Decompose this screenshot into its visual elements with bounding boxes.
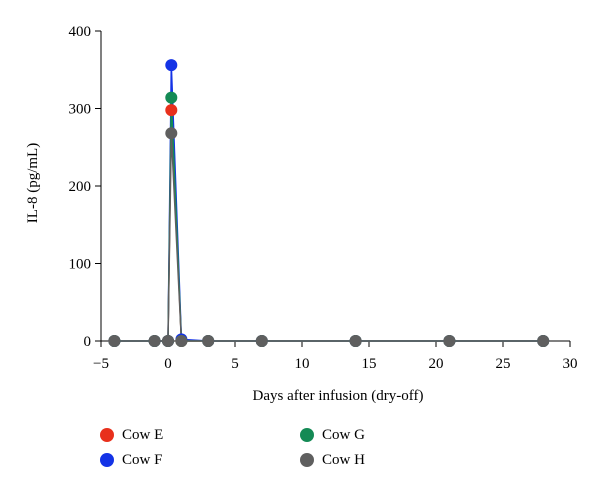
x-tick-label: 25 xyxy=(496,356,511,372)
y-axis-label: IL-8 (pg/mL) xyxy=(25,143,41,223)
x-tick-label: 15 xyxy=(362,356,377,372)
y-tick-label: 300 xyxy=(69,102,92,118)
series-group xyxy=(108,59,550,347)
x-tick-label: 0 xyxy=(164,356,172,372)
legend-label-cow-e: Cow E xyxy=(122,426,164,443)
data-point xyxy=(165,59,178,72)
series-line-cow-e xyxy=(114,110,544,342)
chart-legend: Cow E Cow F Cow G Cow H xyxy=(100,424,440,474)
series-line-cow-g xyxy=(114,97,544,342)
data-point xyxy=(108,335,121,347)
series-cow-h xyxy=(114,133,544,342)
legend-marker-cow-h xyxy=(300,453,314,467)
legend-item-cow-f: Cow F xyxy=(100,449,162,471)
series-line-cow-h xyxy=(114,133,544,342)
x-tick-label: 30 xyxy=(563,356,578,372)
y-tick-label: 200 xyxy=(69,179,92,195)
legend-marker-cow-f xyxy=(100,453,114,467)
y-tick-label: 0 xyxy=(84,334,92,350)
legend-label-cow-g: Cow G xyxy=(322,426,365,443)
data-point xyxy=(537,335,550,347)
data-point xyxy=(165,91,178,104)
legend-label-cow-f: Cow F xyxy=(122,451,163,468)
legend-item-cow-g: Cow G xyxy=(300,424,365,446)
data-point xyxy=(175,335,188,347)
y-tick-label: 100 xyxy=(69,257,92,273)
legend-item-cow-e: Cow E xyxy=(100,424,163,446)
data-point xyxy=(165,104,178,117)
legend-marker-cow-e xyxy=(100,428,114,442)
x-tick-label: 5 xyxy=(231,356,239,372)
legend-marker-cow-g xyxy=(300,428,314,442)
y-tick-label: 400 xyxy=(69,24,92,40)
data-point xyxy=(349,335,362,347)
series-cow-g xyxy=(114,97,544,342)
legend-item-cow-h: Cow H xyxy=(300,449,365,471)
legend-label-cow-h: Cow H xyxy=(322,451,365,468)
x-tick-label: 20 xyxy=(429,356,444,372)
data-point xyxy=(148,335,161,347)
data-point xyxy=(255,335,268,347)
data-point xyxy=(443,335,456,347)
series-cow-e xyxy=(114,110,544,342)
data-point xyxy=(162,335,174,347)
x-tick-label: −5 xyxy=(93,356,109,372)
x-axis-label: Days after infusion (dry-off) xyxy=(253,388,424,404)
data-point xyxy=(165,127,178,140)
series-markers-cow-h xyxy=(108,127,550,347)
x-tick-label: 10 xyxy=(295,356,310,372)
data-point xyxy=(202,335,215,347)
